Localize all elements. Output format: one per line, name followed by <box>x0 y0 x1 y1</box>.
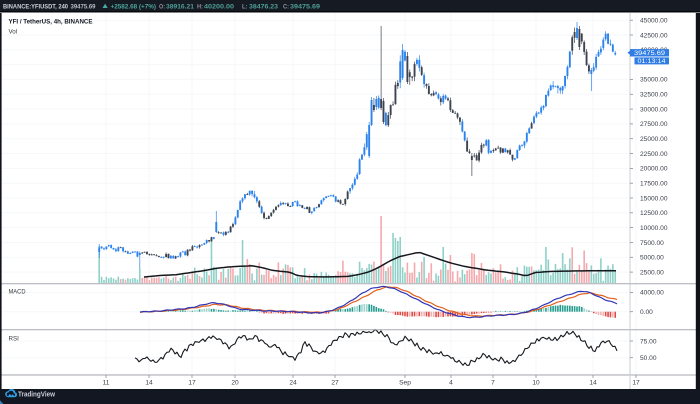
svg-text:10000.00: 10000.00 <box>640 225 668 232</box>
svg-text:35000.00: 35000.00 <box>640 77 668 84</box>
svg-text:42500.00: 42500.00 <box>640 32 668 39</box>
svg-text:39475.69: 39475.69 <box>634 50 666 57</box>
svg-text:H:: H: <box>197 4 203 11</box>
svg-text:Sep: Sep <box>399 379 411 386</box>
svg-text:BINANCE:YFIUSDT, 240: BINANCE:YFIUSDT, 240 <box>3 4 68 11</box>
svg-text:32500.00: 32500.00 <box>640 92 668 99</box>
svg-text:17: 17 <box>632 379 640 386</box>
svg-text:38476.23: 38476.23 <box>249 4 278 11</box>
svg-text:C:: C: <box>283 4 289 11</box>
svg-text:17500.00: 17500.00 <box>640 180 668 187</box>
svg-text:YFI / TetherUS, 4h, BINANCE: YFI / TetherUS, 4h, BINANCE <box>9 19 94 26</box>
svg-text:2500.00: 2500.00 <box>640 269 664 276</box>
svg-text:7500.00: 7500.00 <box>640 240 664 247</box>
svg-text:75.00: 75.00 <box>640 338 657 345</box>
svg-text:RSI: RSI <box>9 336 20 343</box>
svg-text:50.00: 50.00 <box>640 355 657 362</box>
svg-text:39475.69: 39475.69 <box>71 4 96 11</box>
svg-text:TradingView: TradingView <box>18 391 55 399</box>
svg-text:27: 27 <box>331 379 339 386</box>
svg-text:11: 11 <box>103 379 110 386</box>
svg-text:01:13:14: 01:13:14 <box>638 58 666 65</box>
svg-text:4000.00: 4000.00 <box>640 290 664 297</box>
svg-text:39475.69: 39475.69 <box>290 4 320 11</box>
svg-text:14: 14 <box>589 379 597 386</box>
svg-text:10: 10 <box>532 379 540 386</box>
svg-text:24: 24 <box>289 379 297 386</box>
svg-text:15000.00: 15000.00 <box>640 195 668 202</box>
svg-text:12500.00: 12500.00 <box>640 210 668 217</box>
svg-text:27500.00: 27500.00 <box>640 121 668 128</box>
svg-text:+2582.68 (+7%): +2582.68 (+7%) <box>111 4 157 11</box>
svg-text:38916.21: 38916.21 <box>166 4 194 11</box>
svg-text:20000.00: 20000.00 <box>640 166 668 173</box>
svg-text:Vol: Vol <box>9 29 18 36</box>
svg-text:L:: L: <box>242 4 248 11</box>
svg-text:20: 20 <box>231 379 239 386</box>
svg-text:MACD: MACD <box>9 289 26 296</box>
svg-text:5000.00: 5000.00 <box>640 255 664 262</box>
svg-text:40200.00: 40200.00 <box>204 4 234 11</box>
svg-text:14: 14 <box>145 379 153 386</box>
svg-text:22500.00: 22500.00 <box>640 151 668 158</box>
svg-text:O:: O: <box>159 4 165 11</box>
svg-text:17: 17 <box>188 379 196 386</box>
svg-text:7: 7 <box>491 379 495 386</box>
svg-text:25000.00: 25000.00 <box>640 136 668 143</box>
svg-text:4: 4 <box>449 379 453 386</box>
svg-text:0.00: 0.00 <box>640 309 653 316</box>
svg-text:45000.00: 45000.00 <box>640 17 668 24</box>
svg-text:30000.00: 30000.00 <box>640 106 668 113</box>
